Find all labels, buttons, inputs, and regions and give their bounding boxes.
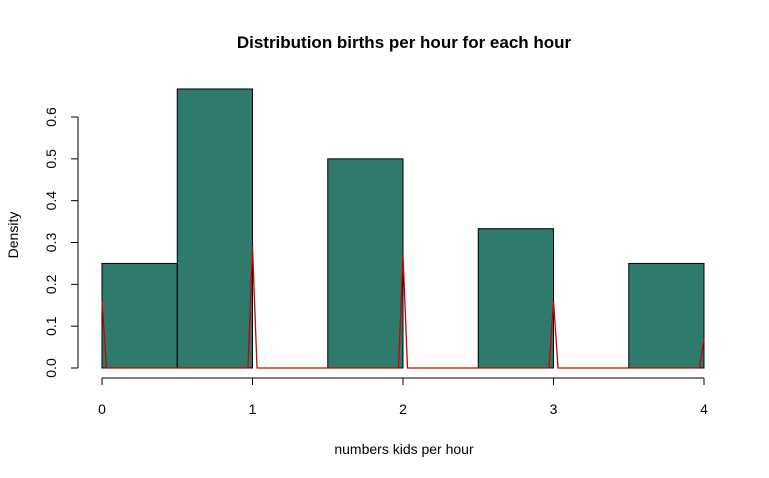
density-line-group — [101, 246, 705, 369]
histogram-bar — [477, 228, 554, 369]
x-axis: 0 1 2 3 4 — [98, 377, 708, 417]
x-tick-label: 4 — [700, 401, 708, 417]
y-tick-label: 0.3 — [43, 233, 59, 253]
density-line — [101, 246, 705, 369]
y-tick-label: 0.2 — [43, 274, 59, 294]
histogram-bars — [101, 88, 705, 369]
y-axis: 0.0 0.1 0.2 0.3 0.4 0.5 0.6 — [43, 107, 79, 378]
y-tick-label: 0.0 — [43, 358, 59, 378]
histogram-bar — [101, 262, 178, 369]
x-tick-label: 2 — [399, 401, 407, 417]
histogram-bar — [327, 158, 404, 369]
x-tick-label: 0 — [98, 401, 106, 417]
histogram-bar — [628, 262, 705, 369]
y-tick-label: 0.1 — [43, 316, 59, 336]
y-tick-label: 0.4 — [43, 191, 59, 211]
chart-title: Distribution births per hour for each ho… — [237, 33, 572, 52]
x-tick-label: 1 — [249, 401, 257, 417]
x-axis-label: numbers kids per hour — [334, 441, 474, 457]
histogram-bar — [176, 88, 253, 369]
y-tick-label: 0.6 — [43, 107, 59, 127]
y-tick-label: 0.5 — [43, 149, 59, 169]
x-tick-label: 3 — [550, 401, 558, 417]
y-axis-label: Density — [5, 212, 21, 259]
